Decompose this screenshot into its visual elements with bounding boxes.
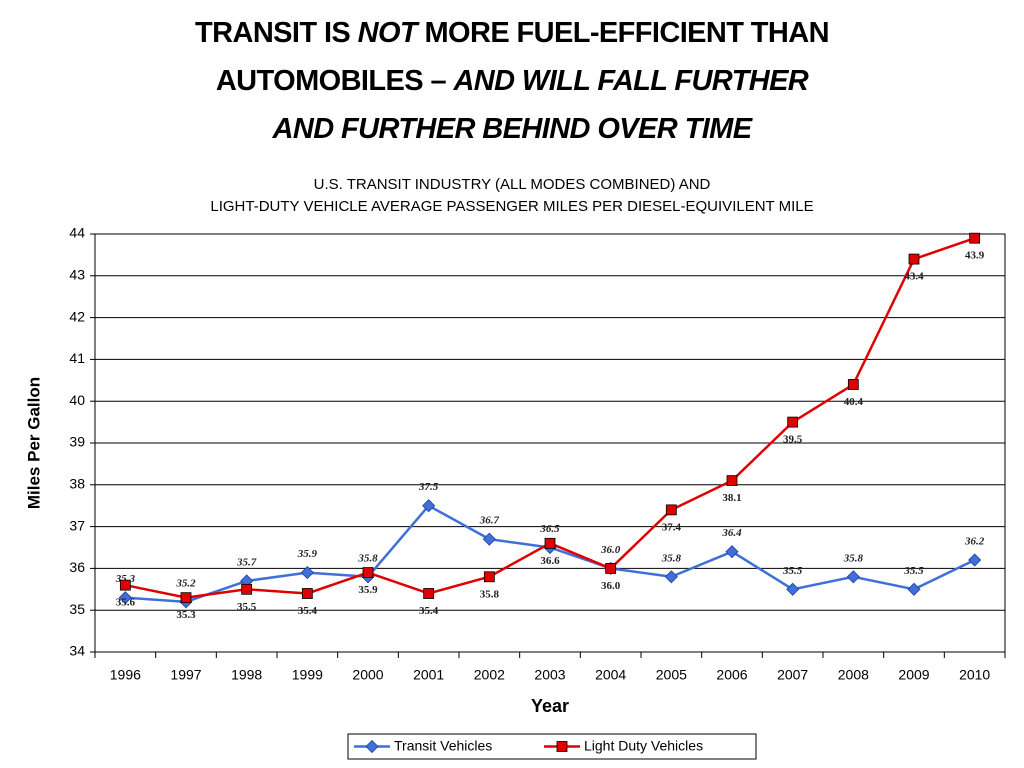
data-label: 35.8 bbox=[357, 552, 378, 564]
headline-part: MORE FUEL-EFFICIENT THAN bbox=[417, 17, 829, 49]
x-tick-label: 2004 bbox=[595, 667, 626, 683]
marker bbox=[847, 379, 859, 390]
data-label: 36.2 bbox=[964, 536, 985, 548]
legend-label: Light Duty Vehicles bbox=[584, 738, 703, 754]
y-tick-label: 41 bbox=[69, 350, 85, 366]
data-label: 36.0 bbox=[600, 544, 621, 556]
x-tick-label: 2006 bbox=[716, 667, 747, 683]
data-label: 37.4 bbox=[662, 521, 682, 533]
y-tick-label: 43 bbox=[69, 267, 85, 283]
chart-subtitle: U.S. TRANSIT INDUSTRY (ALL MODES COMBINE… bbox=[314, 176, 711, 193]
data-label: 43.9 bbox=[965, 250, 985, 262]
x-tick-label: 1997 bbox=[170, 667, 201, 683]
y-tick-label: 44 bbox=[69, 225, 85, 241]
data-label: 35.4 bbox=[298, 605, 318, 617]
x-tick-label: 1999 bbox=[292, 667, 323, 683]
data-label: 38.1 bbox=[722, 492, 741, 504]
data-label: 35.8 bbox=[661, 552, 682, 564]
headline: AND FURTHER BEHIND OVER TIME bbox=[272, 113, 754, 145]
marker bbox=[968, 553, 982, 567]
marker bbox=[180, 592, 192, 604]
headline: AUTOMOBILES – AND WILL FALL FURTHER bbox=[216, 65, 809, 97]
headline-part: AND WILL FALL FURTHER bbox=[452, 65, 808, 97]
legend: Transit Vehicles Light Duty Vehicles bbox=[347, 733, 757, 760]
y-tick-label: 36 bbox=[69, 559, 85, 575]
data-label: 36.5 bbox=[539, 523, 560, 535]
y-tick-label: 42 bbox=[69, 308, 85, 324]
y-tick-label: 40 bbox=[69, 392, 85, 408]
data-label: 35.2 bbox=[175, 577, 196, 589]
y-tick-label: 38 bbox=[69, 476, 85, 492]
data-label: 36.6 bbox=[540, 555, 560, 567]
marker bbox=[301, 588, 313, 599]
data-label: 36.0 bbox=[601, 580, 621, 592]
data-label: 40.4 bbox=[844, 396, 864, 408]
headline-part: AUTOMOBILES – bbox=[216, 65, 454, 97]
marker bbox=[118, 591, 132, 605]
data-label: 39.5 bbox=[783, 434, 803, 446]
headline-part: TRANSIT IS bbox=[195, 17, 358, 49]
x-tick-label: 2009 bbox=[898, 667, 929, 683]
marker bbox=[605, 563, 617, 574]
x-tick-label: 2007 bbox=[777, 667, 808, 683]
marker bbox=[725, 545, 739, 559]
data-label: 36.7 bbox=[479, 515, 500, 527]
marker bbox=[969, 232, 981, 244]
x-tick-label: 2000 bbox=[352, 667, 383, 683]
marker bbox=[786, 582, 800, 596]
y-tick-label: 39 bbox=[69, 434, 85, 450]
headline: TRANSIT IS NOT MORE FUEL-EFFICIENT THAN bbox=[195, 17, 829, 49]
marker bbox=[365, 739, 379, 754]
data-label: 35.4 bbox=[419, 605, 439, 617]
data-label: 35.9 bbox=[358, 584, 378, 596]
marker bbox=[664, 570, 678, 584]
y-tick-label: 37 bbox=[69, 517, 85, 533]
marker bbox=[362, 567, 374, 578]
data-label: 35.8 bbox=[480, 588, 500, 600]
x-tick-label: 2010 bbox=[959, 667, 990, 683]
marker bbox=[241, 583, 253, 595]
data-label: 35.6 bbox=[116, 597, 136, 609]
headline-part: AND FURTHER BEHIND OVER TIME bbox=[272, 113, 754, 145]
marker bbox=[422, 499, 436, 513]
x-tick-label: 2001 bbox=[413, 667, 444, 683]
marker bbox=[483, 571, 495, 583]
marker bbox=[300, 566, 314, 580]
y-tick-label: 35 bbox=[69, 601, 85, 617]
marker bbox=[908, 253, 920, 265]
marker bbox=[665, 504, 677, 516]
x-tick-label: 2008 bbox=[838, 667, 869, 683]
marker bbox=[556, 741, 568, 752]
x-tick-label: 1996 bbox=[110, 667, 141, 683]
legend-label: Transit Vehicles bbox=[394, 738, 492, 754]
chart-subtitle: LIGHT-DUTY VEHICLE AVERAGE PASSENGER MIL… bbox=[210, 198, 813, 215]
marker bbox=[482, 532, 496, 546]
data-label: 35.8 bbox=[843, 552, 864, 564]
data-label: 43.4 bbox=[904, 271, 924, 283]
x-tick-label: 2003 bbox=[534, 667, 565, 683]
x-axis-label: Year bbox=[531, 696, 569, 716]
data-label: 35.5 bbox=[903, 565, 924, 577]
data-label: 35.9 bbox=[297, 548, 318, 560]
y-tick-label: 34 bbox=[69, 643, 85, 659]
headline-part: NOT bbox=[358, 17, 420, 49]
marker bbox=[726, 475, 738, 487]
y-axis-label: Miles Per Gallon bbox=[24, 377, 43, 509]
marker bbox=[544, 537, 556, 549]
marker bbox=[423, 588, 435, 599]
data-label: 35.3 bbox=[176, 609, 196, 621]
data-label: 35.5 bbox=[237, 601, 257, 613]
marker bbox=[119, 579, 131, 591]
data-label: 35.7 bbox=[236, 556, 257, 568]
marker bbox=[907, 582, 921, 596]
data-label: 35.5 bbox=[782, 565, 803, 577]
x-tick-label: 2002 bbox=[474, 667, 505, 683]
data-label: 36.4 bbox=[721, 527, 742, 539]
x-tick-label: 1998 bbox=[231, 667, 262, 683]
data-label: 37.5 bbox=[418, 481, 439, 493]
marker bbox=[846, 570, 860, 584]
marker bbox=[787, 416, 799, 428]
x-tick-label: 2005 bbox=[656, 667, 687, 683]
